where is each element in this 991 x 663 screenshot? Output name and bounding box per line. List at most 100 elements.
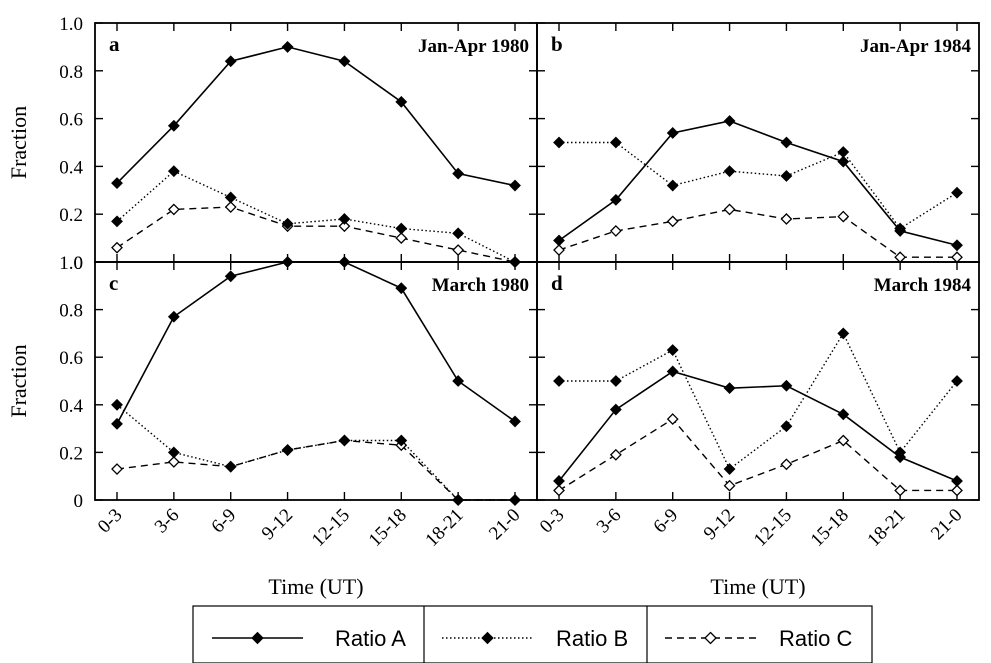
data-point-ratio-b [167,165,180,178]
x-tick-label: 15-18 [365,505,411,551]
y-tick-label: 1.0 [59,253,83,274]
data-point-ratio-a [553,234,565,247]
data-point-ratio-b [553,375,565,387]
data-point-ratio-c [609,225,622,237]
data-point-ratio-c [666,413,679,425]
data-point-ratio-a [553,475,565,487]
x-tick-label: 9-12 [258,505,297,544]
data-point-ratio-c [723,479,736,492]
y-tick-label: 0.8 [59,62,83,83]
x-tick-label: 0-3 [536,505,569,538]
data-point-ratio-c [167,456,180,468]
data-point-ratio-b [609,136,622,149]
data-point-ratio-a [780,136,793,149]
legend-frame [192,605,873,663]
x-tick-label: 9-12 [700,505,739,544]
data-point-ratio-a [224,55,237,68]
x-tick-label: 3-6 [151,505,184,538]
data-point-ratio-b [395,434,408,447]
panel-a: 0 0.2 0.4 0.6 0.8 1.0 a Jan-Apr 1980 Fraction [6,14,538,274]
panel-c: 0 0.2 0.4 0.6 0.8 1.0 0-3 3-6 6-9 9-12 12-15 15-18 1… [6,253,538,599]
data-point-ratio-b [452,494,465,506]
data-point-ratio-b [111,215,123,228]
series-line-ratio-a [116,46,516,187]
x-tick-label: 12-15 [750,505,796,551]
data-point-ratio-a [111,417,123,430]
data-point-ratio-c [951,484,963,497]
data-point-ratio-a [509,179,521,192]
data-point-ratio-b [837,146,850,158]
y-tick-label: 0.6 [59,110,83,131]
x-tick-label: 21-0 [927,505,966,544]
data-point-ratio-a [281,256,294,268]
data-point-ratio-c [395,232,408,245]
legend-item-ratio-c: Ratio C [665,626,852,651]
y-axis-label: Fraction [6,344,31,417]
legend-marker-ratio-a [251,631,264,645]
y-tick-label: 0.6 [59,348,83,369]
data-point-ratio-b [666,344,679,356]
data-point-ratio-b [167,446,180,459]
series-line-ratio-a [116,261,516,425]
x-tick-label: 0-3 [94,505,127,538]
data-point-ratio-a [452,375,465,387]
x-tick-label: 6-9 [649,505,682,538]
data-point-ratio-c [837,434,850,447]
x-tick-label: 3-6 [593,505,626,538]
panel-letter: d [551,271,563,295]
legend-item-ratio-a: Ratio A [212,626,406,651]
data-point-ratio-a [780,379,793,392]
series-line-ratio-a [558,120,958,247]
data-point-ratio-c [723,203,736,216]
panel-frame [536,261,980,501]
data-point-ratio-b [509,494,521,506]
x-tick-label: 21-0 [485,505,524,544]
data-point-ratio-a [723,382,736,395]
data-point-ratio-c [894,251,907,264]
data-point-ratio-b [951,186,963,199]
data-point-ratio-b [553,136,565,149]
y-tick-label: 0.8 [59,301,83,322]
panel-frame [94,22,538,263]
data-point-ratio-a [666,127,679,139]
legend-label-ratio-c: Ratio C [779,626,852,651]
panel-frame [94,261,538,501]
data-point-ratio-b [338,434,351,447]
data-point-ratio-c [666,215,679,228]
data-point-ratio-a [338,256,351,268]
data-point-ratio-a [837,408,850,421]
legend-marker-ratio-c [704,631,717,645]
series-line-ratio-b [116,404,515,501]
panel-title: March 1984 [874,275,972,296]
data-point-ratio-a [951,475,963,487]
y-tick-label: 0.4 [59,157,83,178]
y-tick-label: 0 [74,253,84,274]
series-line-ratio-c [558,208,957,258]
data-point-ratio-b [224,460,237,473]
panel-title: Jan-Apr 1984 [860,36,972,57]
data-point-ratio-c [951,251,963,264]
series-line-ratio-a [558,370,958,482]
panel-letter: b [551,32,563,56]
panel-letter: a [109,32,120,56]
data-point-ratio-a [837,155,850,168]
data-point-ratio-a [111,177,123,190]
legend-label-ratio-b: Ratio B [556,626,628,651]
data-point-ratio-a [167,119,180,132]
data-point-ratio-c [338,220,351,233]
panel-title: March 1980 [432,275,529,296]
x-tick-label: 12-15 [308,505,354,551]
data-point-ratio-c [167,203,180,216]
y-axis-label: Fraction [6,106,31,179]
series-line-ratio-c [116,206,516,263]
legend: Ratio A Ratio B Ratio C [192,605,873,663]
data-point-ratio-b [281,217,294,230]
data-point-ratio-b [780,170,793,182]
plots-area: 0 0.2 0.4 0.6 0.8 1.0 a Jan-Apr 1980 Fraction b Ja… [6,14,980,599]
x-axis-label: Time (UT) [268,574,363,599]
panel-letter: c [109,271,118,295]
data-point-ratio-c [553,244,565,256]
panel-b: b Jan-Apr 1984 [536,22,980,264]
data-point-ratio-a [395,95,408,108]
